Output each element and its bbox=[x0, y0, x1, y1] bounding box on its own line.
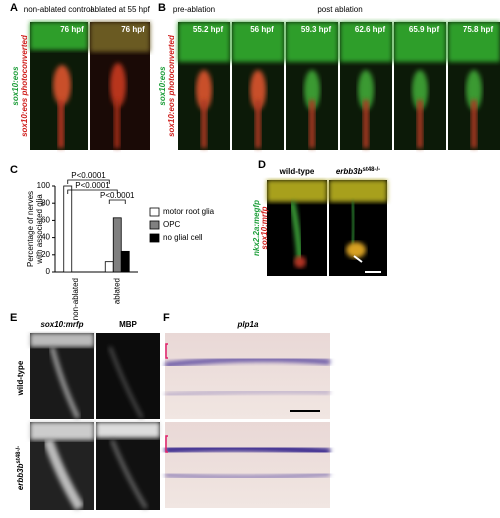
panel-label: D bbox=[258, 159, 266, 171]
bar bbox=[120, 250, 130, 273]
legend-label: no glial cell bbox=[163, 233, 203, 242]
channel-label: sox10:eos bbox=[158, 66, 167, 106]
cell bbox=[358, 70, 374, 110]
nerve bbox=[201, 100, 207, 148]
time-label: 62.6 hpf bbox=[355, 25, 386, 34]
tissue bbox=[178, 22, 230, 62]
tissue bbox=[340, 22, 392, 62]
legend-swatch bbox=[149, 207, 160, 217]
tissue bbox=[232, 22, 284, 62]
nerve bbox=[471, 100, 477, 148]
tissue bbox=[448, 22, 500, 62]
micrograph bbox=[30, 333, 160, 511]
panel-label: B bbox=[158, 2, 166, 14]
column-label: wild-type bbox=[279, 167, 315, 176]
time-label: 76 hpf bbox=[60, 25, 84, 34]
channel-label: sox10:mrfp bbox=[260, 206, 269, 249]
y-tick-label: 80 bbox=[41, 198, 50, 207]
time-label: 59.3 hpf bbox=[301, 25, 332, 34]
panel-label: C bbox=[10, 164, 18, 176]
panel-label: E bbox=[10, 312, 17, 324]
micrograph bbox=[267, 180, 387, 276]
column-label: MBP bbox=[119, 320, 137, 329]
y-tick-label: 100 bbox=[37, 181, 51, 190]
column-label: ablated at 55 hpf bbox=[90, 5, 150, 14]
panel-label: F bbox=[163, 312, 170, 324]
channel-label: sox10:eos bbox=[11, 66, 20, 106]
significance-bracket bbox=[67, 189, 118, 194]
row-label: wild-type bbox=[16, 360, 25, 396]
phase-label: post ablation bbox=[317, 5, 362, 14]
channel-label: sox10:eos photoconverted bbox=[20, 34, 29, 137]
p-value: P<0.0001 bbox=[100, 191, 135, 200]
y-tick-label: 20 bbox=[41, 250, 50, 259]
y-axis-label: with associated glia bbox=[35, 194, 44, 265]
y-tick-label: 40 bbox=[41, 233, 50, 242]
p-value: P<0.0001 bbox=[75, 181, 110, 190]
nerve bbox=[255, 100, 261, 148]
nerve bbox=[417, 100, 423, 148]
micrograph-series: 55.2 hpf 56 hpf 59.3 hpf 62.6 hpf 65.9 hpf 75… bbox=[178, 22, 500, 150]
panel-title: plp1a bbox=[237, 320, 259, 329]
tissue bbox=[394, 22, 446, 62]
p-value: P<0.0001 bbox=[71, 171, 106, 180]
column-label: non-ablated control bbox=[24, 5, 93, 14]
significance-bracket bbox=[108, 199, 126, 204]
tissue bbox=[286, 22, 338, 62]
phase-label: pre-ablation bbox=[173, 5, 215, 14]
channel-label: sox10:eos photoconverted bbox=[167, 34, 176, 137]
legend-label: OPC bbox=[163, 220, 181, 229]
time-label: 65.9 hpf bbox=[409, 25, 440, 34]
x-tick-label: ablated bbox=[112, 278, 121, 304]
row-label: erbb3bst48-/- bbox=[16, 446, 26, 490]
significance-bracket bbox=[67, 179, 110, 184]
x-tick-label: non-ablated bbox=[71, 278, 80, 320]
legend-swatch bbox=[149, 233, 160, 243]
bar bbox=[112, 217, 122, 273]
micrograph bbox=[30, 22, 150, 150]
y-axis-label: Percentage of nerves bbox=[26, 191, 35, 267]
micrograph bbox=[164, 333, 331, 508]
legend-label: motor root glia bbox=[163, 207, 215, 216]
channel-label: nkx2.2a:megfp bbox=[252, 200, 261, 256]
bar bbox=[104, 261, 114, 273]
cell bbox=[196, 70, 212, 110]
cell bbox=[466, 70, 482, 110]
time-label: 56 hpf bbox=[250, 25, 274, 34]
y-tick-label: 0 bbox=[46, 267, 51, 276]
cell bbox=[304, 70, 320, 110]
bar bbox=[63, 185, 73, 273]
legend-swatch bbox=[149, 220, 160, 230]
time-label: 55.2 hpf bbox=[193, 25, 224, 34]
time-label: 75.8 hpf bbox=[463, 25, 494, 34]
cell bbox=[412, 70, 428, 110]
column-label: erbb3bst48-/- bbox=[336, 167, 380, 177]
column-label: sox10:mrfp bbox=[40, 320, 83, 329]
panel-label: A bbox=[10, 2, 18, 14]
time-label: 76 hpf bbox=[121, 25, 145, 34]
cell bbox=[250, 70, 266, 110]
y-tick-label: 60 bbox=[41, 216, 50, 225]
nerve bbox=[309, 100, 315, 148]
nerve bbox=[363, 100, 369, 148]
